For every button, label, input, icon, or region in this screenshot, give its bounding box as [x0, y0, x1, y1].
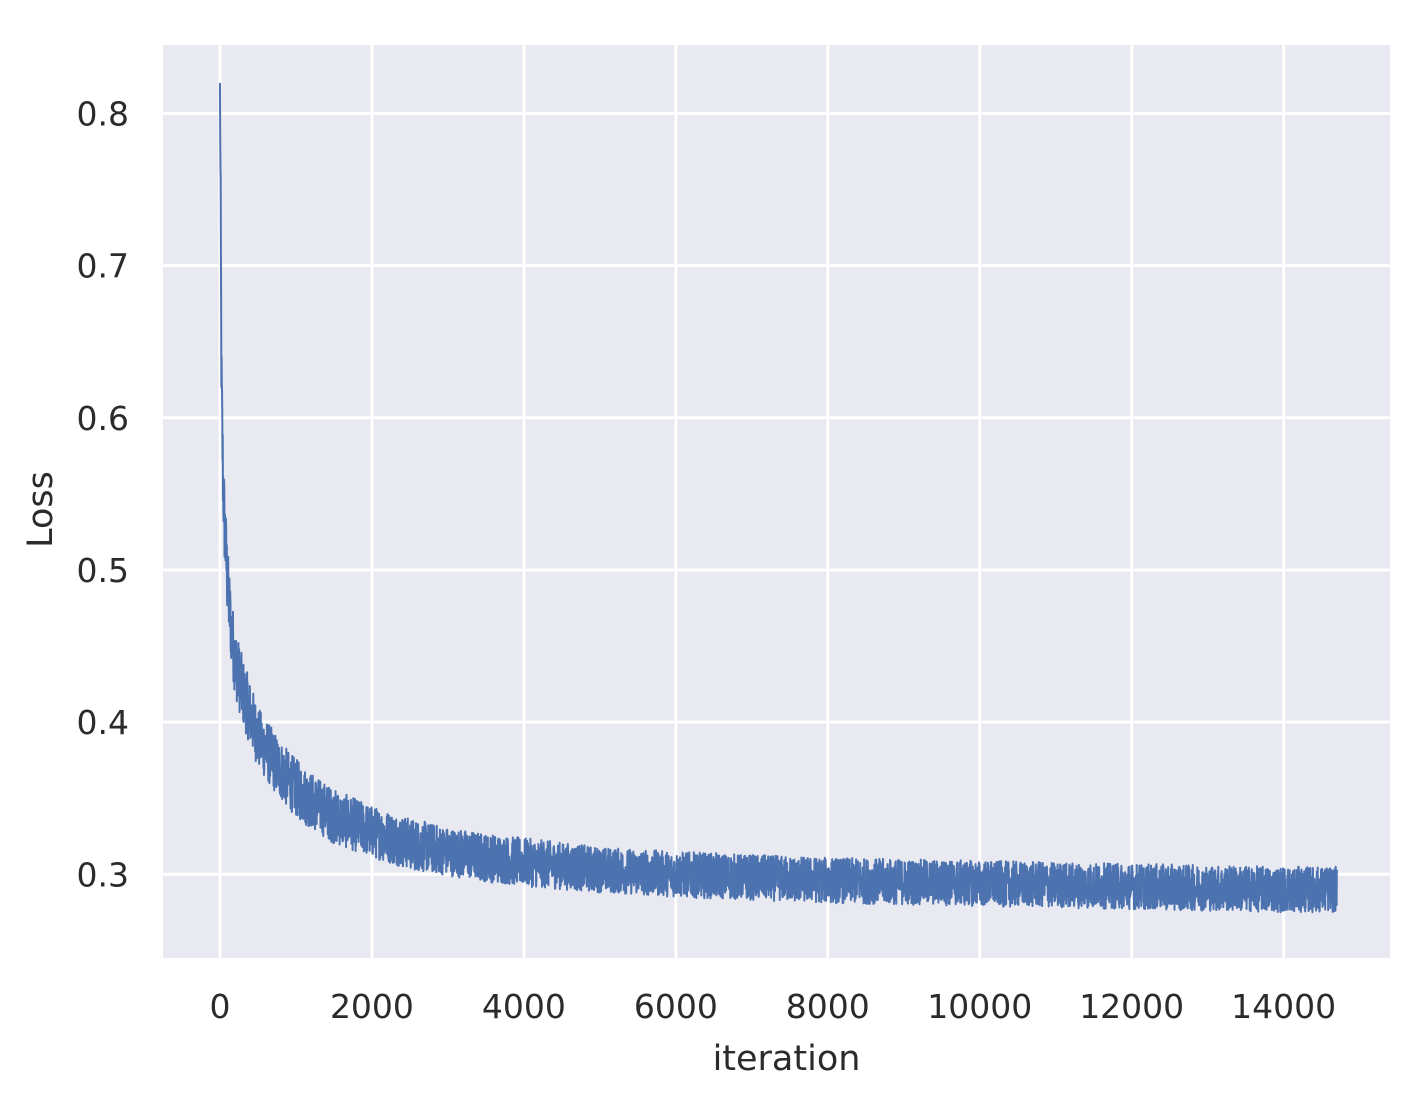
series-layer — [218, 83, 1338, 914]
x-tick-label: 10000 — [927, 987, 1032, 1026]
y-tick-label: 0.8 — [77, 94, 129, 133]
x-tick-label: 8000 — [786, 987, 870, 1026]
y-tick-label: 0.3 — [77, 855, 129, 894]
x-tick-label: 0 — [209, 987, 230, 1026]
x-tick-label: 6000 — [634, 987, 718, 1026]
x-tick-label: 14000 — [1231, 987, 1336, 1026]
grid-lines — [163, 45, 1390, 958]
y-tick-label: 0.5 — [77, 551, 129, 590]
x-axis-ticks: 0 2000 4000 6000 8000 10000 12000 14000 — [209, 987, 1336, 1026]
plot-area — [163, 45, 1390, 958]
x-axis-label: iteration — [713, 1039, 861, 1079]
y-tick-label: 0.7 — [77, 247, 129, 286]
x-tick-label: 12000 — [1079, 987, 1184, 1026]
loss-series-line — [218, 83, 1338, 914]
y-tick-label: 0.6 — [77, 399, 129, 438]
x-tick-label: 2000 — [330, 987, 414, 1026]
y-axis-ticks: 0.3 0.4 0.5 0.6 0.7 0.8 — [77, 94, 129, 894]
x-tick-label: 4000 — [482, 987, 566, 1026]
y-axis-label: Loss — [21, 471, 61, 548]
y-tick-label: 0.4 — [77, 703, 129, 742]
